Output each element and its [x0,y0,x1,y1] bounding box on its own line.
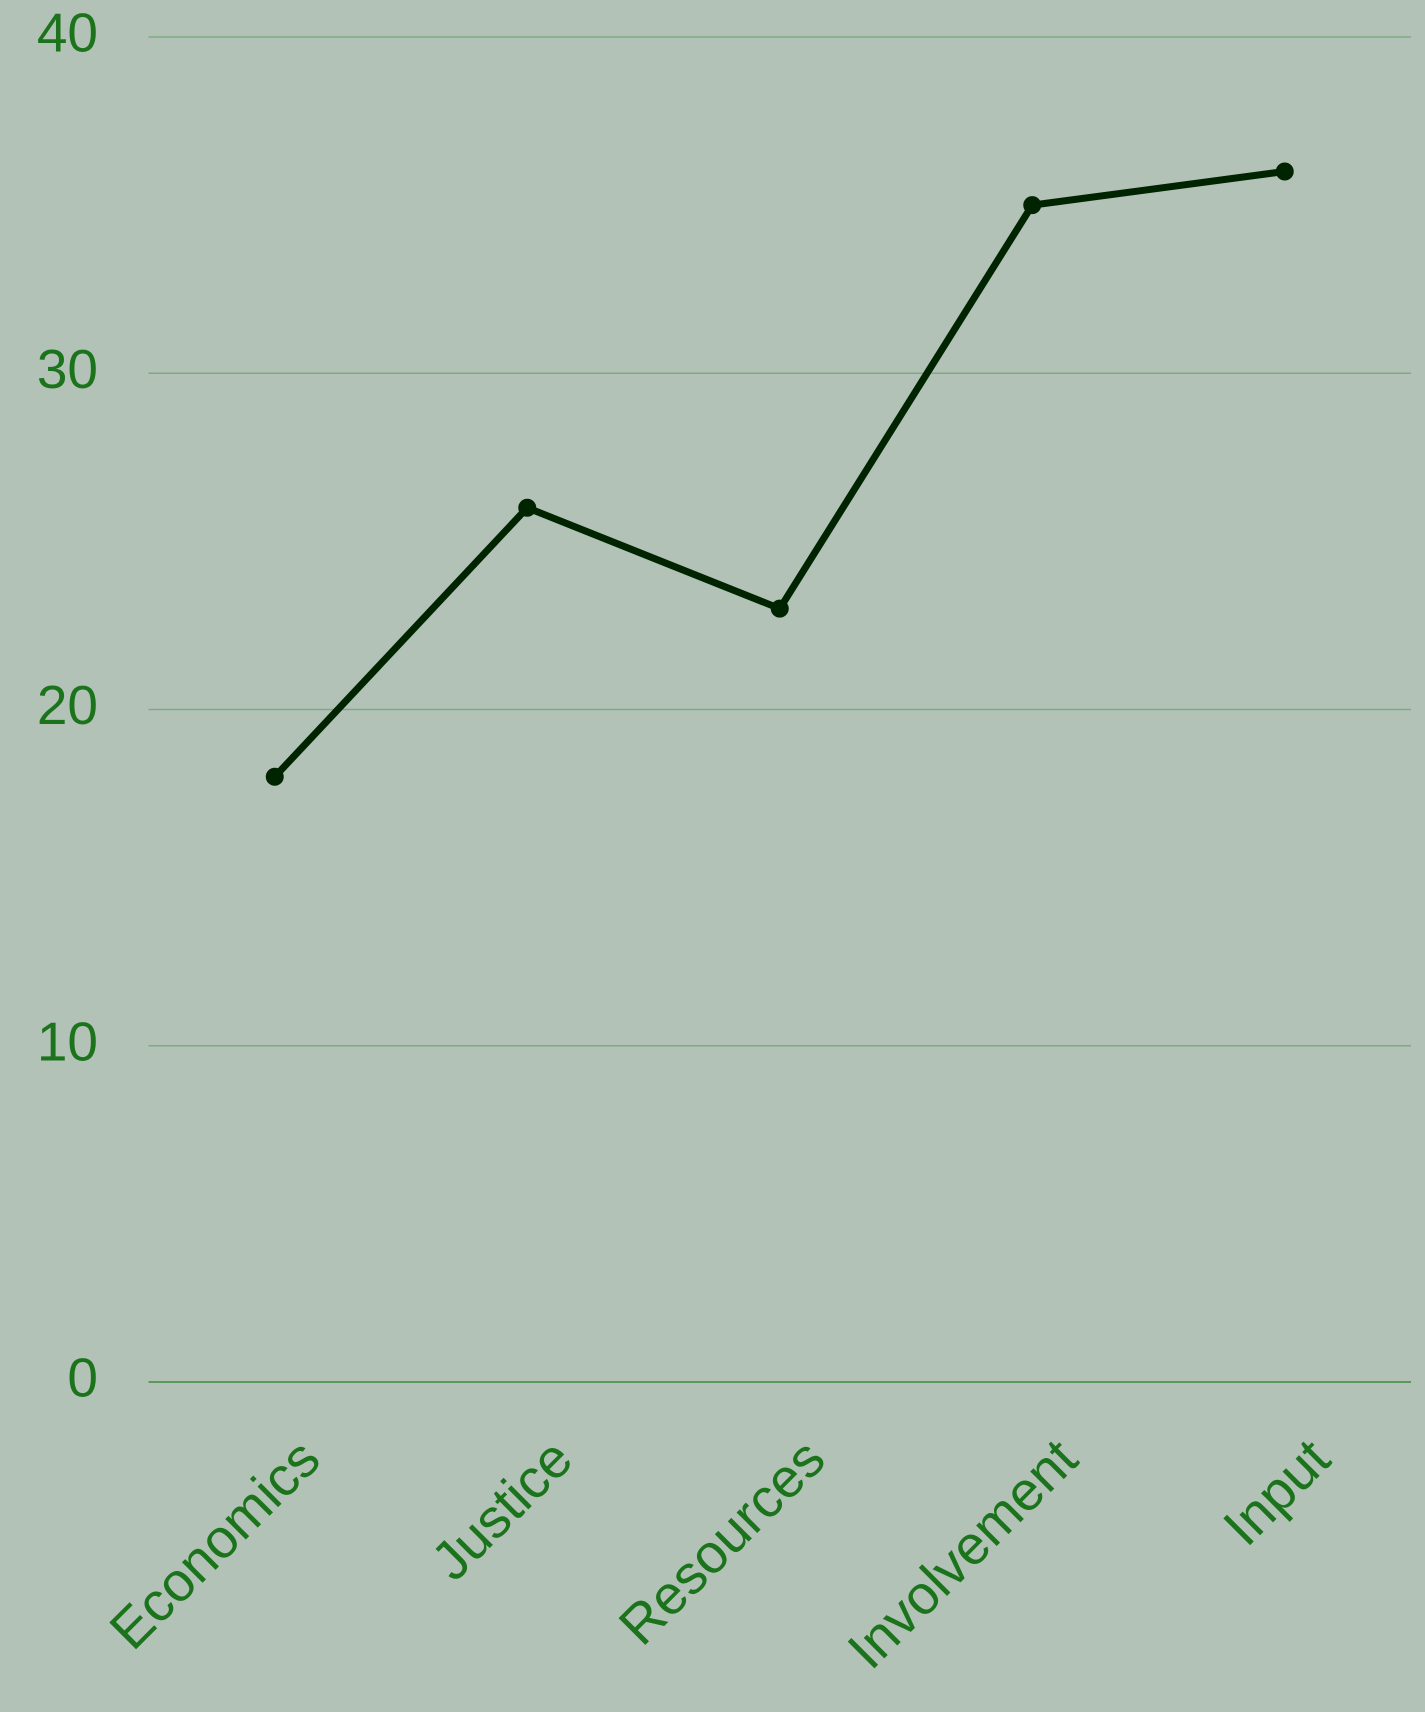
point [1023,196,1042,215]
y-tick-label: 10 [37,1010,98,1072]
y-tick-label: 0 [67,1347,98,1409]
point [1275,162,1294,181]
y-tick-label: 20 [37,674,98,736]
y-tick-label: 30 [37,338,98,400]
point [770,599,789,618]
point [518,498,537,517]
point [265,767,284,786]
y-tick-label: 40 [37,2,98,64]
